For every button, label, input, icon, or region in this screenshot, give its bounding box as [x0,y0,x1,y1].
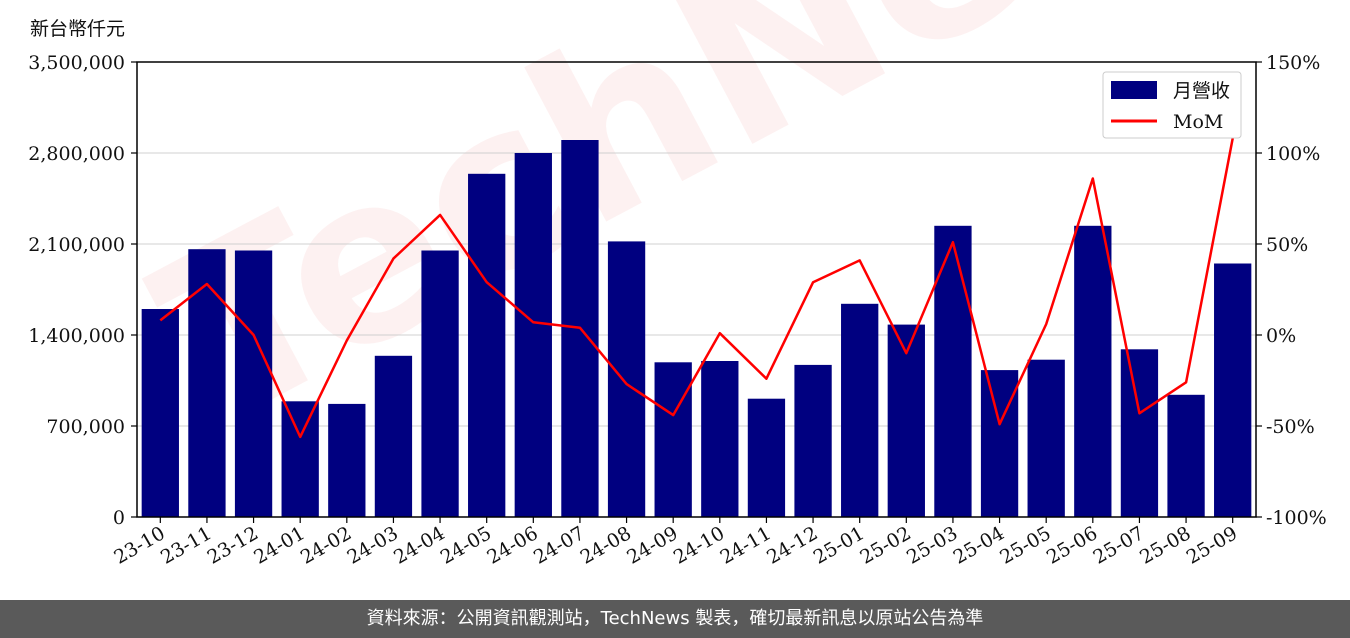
plot-frame [136,61,1257,518]
x-tick-label: 23-12 [204,522,262,568]
source-footer: 資料來源：公開資訊觀測站，TechNews 製表，確切最新訊息以原站公告為準 [0,600,1350,638]
x-tick-label: 24-04 [390,522,448,568]
revenue-bar [514,153,552,517]
x-tick-label: 25-06 [1043,522,1101,568]
revenue-bar [421,250,459,517]
revenue-bar [934,225,972,518]
x-tick-label: 24-07 [530,522,588,568]
revenue-bar [1074,225,1112,518]
revenue-bar [188,249,226,517]
x-tick-label: 24-03 [343,522,401,568]
y-right-tick-label: 50% [1266,234,1308,256]
revenue-bar [328,403,366,517]
x-tick-label: 25-04 [950,522,1008,568]
x-tick-label: 24-10 [670,522,728,568]
revenue-bar [1120,349,1159,517]
y-axis-unit-label: 新台幣仟元 [30,18,126,40]
y-right-tick-label: -50% [1266,416,1315,438]
revenue-bar [234,250,273,517]
revenue-bar [468,173,506,518]
revenue-bar [1027,359,1065,517]
x-tick-label: 25-03 [903,522,961,568]
x-tick-label: 23-11 [157,522,215,568]
x-tick-label: 24-05 [437,522,495,568]
revenue-bar [701,361,739,517]
x-tick-label: 23-10 [110,522,168,568]
y-left-tick-label: 1,400,000 [28,325,125,347]
y-left-tick-label: 700,000 [46,416,125,438]
x-tick-label: 25-01 [810,522,868,568]
y-left-tick-label: 3,500,000 [28,52,125,74]
revenue-bar [1167,394,1205,517]
x-tick-label: 24-11 [716,522,774,568]
mom-line [159,138,1234,439]
revenue-bar [654,362,692,517]
x-tick-label: 24-06 [483,522,541,568]
x-tick-label: 24-01 [250,522,308,568]
revenue-bar [607,241,646,517]
x-tick-label: 24-09 [623,522,681,568]
revenue-bar [747,398,786,517]
revenue-chart: 0 700,000 1,400,000 2,100,000 2,800,000 3,500… [28,52,1327,569]
x-tick-label: 24-02 [297,522,355,568]
x-tick-label: 24-12 [763,522,821,568]
x-tick-label: 25-07 [1089,522,1147,568]
revenue-bar [794,364,832,517]
x-tick-label: 24-08 [577,522,635,568]
revenue-bar [841,303,879,517]
revenue-bar [281,401,319,517]
y-right-tick-label: 100% [1266,143,1320,165]
revenue-bar [980,370,1019,517]
y-left-tick-label: 2,100,000 [28,234,125,256]
x-tick-label: 25-02 [856,522,914,568]
y-right-tick-label: 0% [1266,325,1296,347]
x-tick-label: 25-09 [1183,522,1241,568]
y-right-tick-label: 150% [1266,52,1320,74]
revenue-bar [141,309,179,517]
y-left-tick-label: 2,800,000 [28,143,125,165]
legend-label-revenue: 月營收 [1173,80,1230,102]
y-left-tick-label: 0 [113,507,125,529]
x-tick-label: 25-05 [996,522,1054,568]
y-right-tick-label: -100% [1266,507,1327,529]
revenue-bar [374,355,413,517]
x-tick-label: 25-08 [1136,522,1194,568]
revenue-bar [887,324,925,517]
legend-label-mom: MoM [1173,111,1223,133]
legend-swatch-bar [1111,81,1157,99]
revenue-bar [1214,263,1252,517]
